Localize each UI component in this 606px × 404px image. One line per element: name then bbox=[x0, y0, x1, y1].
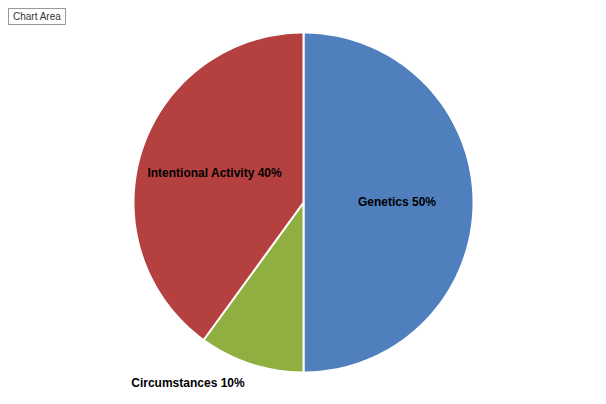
svg-text:Intentional Activity 40%: Intentional Activity 40% bbox=[147, 166, 282, 180]
svg-text:Circumstances 10%: Circumstances 10% bbox=[131, 376, 245, 390]
svg-text:Genetics 50%: Genetics 50% bbox=[358, 195, 436, 209]
html-text:Chart Area: Chart Area bbox=[13, 11, 61, 22]
